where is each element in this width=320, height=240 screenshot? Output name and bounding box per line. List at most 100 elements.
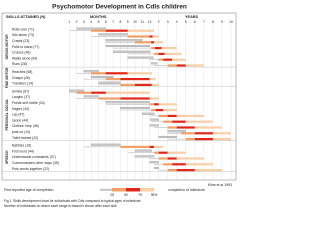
x-tick-label: 8 [212, 20, 214, 24]
cdls-range [105, 91, 150, 94]
cdls-range [167, 114, 177, 117]
cdls-range [154, 103, 159, 106]
cdls-range [151, 83, 159, 86]
cdls-range [152, 35, 159, 38]
cdls-range [185, 163, 213, 166]
cdls-range [154, 145, 164, 148]
row-label: Cruises (46) [12, 51, 30, 55]
cdls-range [151, 41, 155, 44]
x-tick-label: 3 [83, 20, 85, 24]
chart-title: Psychomotor Development in Cdls children [52, 4, 187, 11]
cdls-range [91, 72, 106, 75]
legend-percentile: 50 [124, 193, 128, 197]
cdls-range [154, 52, 159, 55]
x-tick-label: 9 [221, 20, 223, 24]
legend-swatch [126, 188, 140, 192]
row-label: Transfers (14) [12, 82, 33, 86]
row-label: Feeds self: bottle (34) [12, 101, 45, 105]
cdls-range [164, 52, 182, 55]
cdls-range [135, 41, 152, 44]
cdls-range [163, 163, 173, 166]
normal-range [150, 62, 158, 65]
normal-range [149, 161, 159, 164]
caption-line: Number of individuals on whom each range… [4, 204, 117, 208]
cdls-range [149, 35, 153, 38]
normal-range [98, 81, 121, 84]
cdls-range [76, 91, 92, 94]
x-tick-label: 10 [229, 20, 233, 24]
cdls-range [194, 132, 213, 135]
normal-range [153, 166, 159, 170]
normal-range [120, 106, 150, 110]
normal-range [105, 44, 150, 48]
cdls-range [185, 138, 195, 141]
cdls-range [158, 58, 164, 61]
legend-percentile: 25 [110, 193, 114, 197]
cdls-range [185, 120, 213, 123]
cdls-range [91, 29, 106, 32]
row-label: Crawls (23) [12, 39, 29, 43]
row-label: puts on (14) [12, 130, 30, 134]
x-tick-label: 6 [105, 20, 107, 24]
row-label: Walks alone (64) [12, 56, 37, 60]
cdls-range [158, 157, 168, 160]
cdls-range [176, 157, 204, 160]
x-tick-label: 6 [194, 20, 196, 24]
legend-swatch [140, 188, 154, 192]
cdls-range [151, 47, 155, 50]
row-label: Clothes: help (46) [12, 124, 39, 128]
x-tick-label: 8 [119, 20, 121, 24]
cdls-range [176, 64, 186, 67]
cdls-range [127, 29, 155, 32]
cdls-range [98, 97, 121, 100]
row-label: Sits alone (73) [12, 33, 34, 37]
cdls-range [167, 126, 177, 129]
row-label: Babbles (16) [12, 144, 31, 148]
cdls-range [120, 97, 150, 100]
group-label: GROSS MOTOR [5, 34, 9, 60]
legend-swatch [100, 188, 112, 191]
cdls-range [120, 78, 150, 81]
cdls-range [167, 151, 186, 154]
cdls-range [194, 126, 222, 129]
chart: Psychomotor Development in Cdls children… [1, 4, 237, 208]
cdls-range [105, 72, 128, 75]
cdls-range [172, 120, 186, 123]
x-tick-label: 2 [158, 20, 160, 24]
row-label: Toilet trained (22) [12, 136, 38, 140]
row-label: Communicates other ways (35) [12, 161, 59, 165]
row-label: Puts words together (22) [12, 167, 49, 171]
cdls-range [158, 114, 168, 117]
cdls-range [154, 151, 159, 154]
normal-range [98, 33, 128, 36]
years-label: YEARS [185, 15, 199, 19]
caption-line: Fig 1. Skills development chart for indi… [4, 199, 142, 203]
row-label: Laughs (37) [12, 95, 30, 99]
cdls-range [127, 72, 152, 75]
normal-range [142, 112, 155, 115]
cdls-range [158, 52, 165, 55]
cdls-range [167, 64, 177, 67]
x-tick-label: 12 [148, 20, 152, 24]
legend-percentile: 75 [138, 193, 142, 197]
cdls-range [167, 157, 177, 160]
normal-range [91, 75, 114, 79]
normal-range [83, 70, 99, 73]
x-tick-label: 7 [203, 20, 205, 24]
author: Kline et al 1993 [208, 183, 232, 187]
cdls-range [154, 47, 162, 50]
normal-range [112, 50, 151, 53]
row-label: Smiles (67) [12, 89, 29, 93]
cdls-range [127, 35, 150, 38]
cdls-range [212, 138, 231, 141]
cdls-range [176, 114, 204, 117]
normal-range [91, 143, 121, 146]
cdls-range [149, 103, 155, 106]
group-label: SPEECH [5, 150, 9, 164]
normal-range [127, 56, 154, 59]
row-label: Reaches (68) [12, 70, 32, 74]
cdls-range [91, 91, 106, 94]
x-tick-label: 4 [176, 20, 178, 24]
row-label: Understands commands (37) [12, 155, 56, 159]
legend-first: First reported age of completion [4, 188, 53, 192]
